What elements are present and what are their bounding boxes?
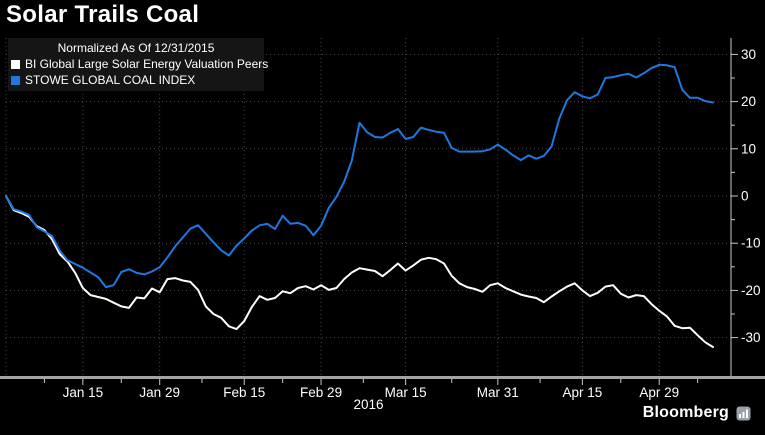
y-tick-label: 20 (741, 94, 756, 109)
legend-item-label: STOWE GLOBAL COAL INDEX (25, 73, 196, 87)
x-tick-label: Mar 31 (477, 385, 519, 400)
bloomberg-icon (736, 406, 751, 420)
x-tick-label: Feb 29 (300, 385, 342, 400)
x-axis-bar (0, 376, 765, 379)
legend-item-label: BI Global Large Solar Energy Valuation P… (25, 57, 269, 71)
solar-series-line (5, 195, 714, 348)
solar-series-swatch-icon (11, 59, 20, 69)
x-tick-label: Feb 15 (223, 385, 265, 400)
coal-series-line (5, 63, 714, 289)
x-tick-label: Apr 29 (639, 385, 679, 400)
legend-item-solar: BI Global Large Solar Energy Valuation P… (8, 56, 268, 72)
x-axis-year-label: 2016 (353, 397, 384, 412)
x-tick-label: Jan 29 (139, 385, 180, 400)
x-tick-label: Mar 15 (385, 385, 427, 400)
x-tick-label: Jan 15 (63, 385, 104, 400)
chart-legend: Normalized As Of 12/31/2015 BI Global La… (8, 38, 268, 91)
y-tick-label: -20 (741, 283, 761, 298)
brand: Bloomberg (643, 404, 751, 422)
y-tick-label: 30 (741, 47, 756, 62)
legend-note: Normalized As Of 12/31/2015 (57, 41, 215, 55)
y-tick-label: -30 (741, 330, 761, 345)
page-title: Solar Trails Coal (6, 1, 200, 28)
legend-item-coal: STOWE GLOBAL COAL INDEX (8, 72, 264, 88)
brand-label: Bloomberg (642, 404, 729, 421)
x-tick-label: Apr 15 (562, 385, 602, 400)
y-tick-label: 10 (741, 141, 756, 156)
y-tick-label: 0 (741, 189, 749, 204)
y-tick-label: -10 (741, 236, 761, 251)
coal-series-swatch-icon (11, 75, 20, 85)
